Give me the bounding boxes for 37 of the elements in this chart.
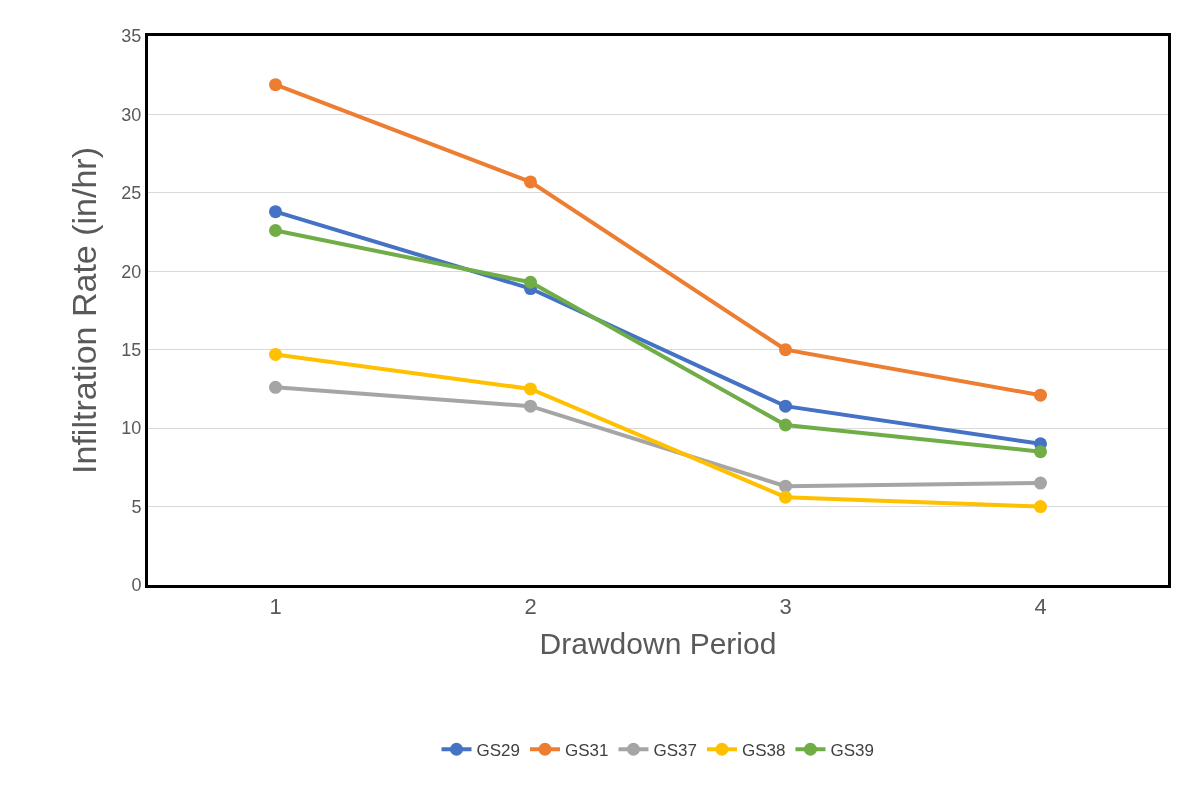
y-tick-label: 15 — [121, 340, 142, 361]
point — [779, 343, 792, 357]
point — [269, 224, 282, 237]
y-tick-label: 10 — [121, 418, 142, 439]
y-axis-title: Infiltration Rate (in/hr) — [64, 147, 103, 474]
point — [524, 175, 537, 189]
legend-label: GS39 — [830, 740, 874, 760]
x-tick-label: 4 — [1034, 594, 1047, 620]
point — [269, 380, 282, 394]
y-tick-label: 20 — [121, 261, 142, 282]
legend-label: GS37 — [653, 740, 697, 760]
y-tick-label: 25 — [121, 183, 142, 204]
point — [779, 418, 792, 432]
x-tick-label: 2 — [524, 594, 537, 620]
point — [779, 399, 792, 413]
point — [1034, 445, 1047, 459]
legend-label: GS29 — [476, 740, 520, 760]
y-tick-label: 0 — [131, 575, 142, 596]
point — [1034, 500, 1047, 514]
legend-label: GS38 — [741, 740, 786, 760]
point — [269, 205, 282, 219]
x-axis-title: Drawdown Period — [539, 626, 777, 660]
point — [524, 382, 537, 396]
point — [269, 78, 282, 92]
point — [524, 399, 537, 413]
y-tick-label: 35 — [121, 26, 142, 47]
point — [779, 490, 792, 504]
y-tick-label: 5 — [131, 496, 142, 517]
y-tick-label: 30 — [121, 104, 142, 125]
point — [269, 347, 282, 361]
x-tick-label: 3 — [779, 594, 792, 620]
point — [779, 479, 792, 493]
point — [524, 275, 537, 289]
point — [1034, 476, 1047, 490]
x-tick-label: 1 — [269, 594, 282, 620]
legend-label: GS31 — [564, 740, 609, 760]
point — [1034, 388, 1047, 402]
